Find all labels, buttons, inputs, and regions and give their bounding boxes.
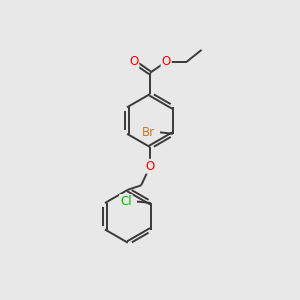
Text: Br: Br (142, 126, 155, 139)
Text: O: O (129, 55, 138, 68)
Text: O: O (162, 55, 171, 68)
Text: Cl: Cl (120, 195, 132, 208)
Text: O: O (146, 160, 154, 173)
